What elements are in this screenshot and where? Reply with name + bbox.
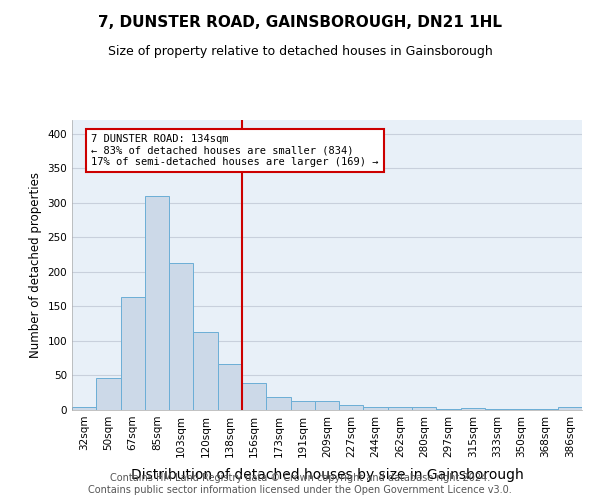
Bar [461, 408, 485, 410]
Bar [193, 332, 218, 410]
Bar [412, 407, 436, 410]
Bar [218, 364, 242, 410]
Text: 7, DUNSTER ROAD, GAINSBOROUGH, DN21 1HL: 7, DUNSTER ROAD, GAINSBOROUGH, DN21 1HL [98, 15, 502, 30]
Bar [169, 263, 193, 410]
Bar [339, 405, 364, 410]
Bar [121, 298, 145, 410]
Bar [388, 407, 412, 410]
Bar [558, 407, 582, 410]
Bar [96, 378, 121, 410]
Text: Size of property relative to detached houses in Gainsborough: Size of property relative to detached ho… [107, 45, 493, 58]
Bar [266, 397, 290, 410]
X-axis label: Distribution of detached houses by size in Gainsborough: Distribution of detached houses by size … [131, 468, 523, 482]
Bar [364, 407, 388, 410]
Text: Contains HM Land Registry data © Crown copyright and database right 2024.
Contai: Contains HM Land Registry data © Crown c… [88, 474, 512, 495]
Text: 7 DUNSTER ROAD: 134sqm
← 83% of detached houses are smaller (834)
17% of semi-de: 7 DUNSTER ROAD: 134sqm ← 83% of detached… [91, 134, 379, 167]
Bar [242, 383, 266, 410]
Bar [315, 401, 339, 410]
Bar [290, 401, 315, 410]
Bar [145, 196, 169, 410]
Y-axis label: Number of detached properties: Number of detached properties [29, 172, 42, 358]
Bar [72, 406, 96, 410]
